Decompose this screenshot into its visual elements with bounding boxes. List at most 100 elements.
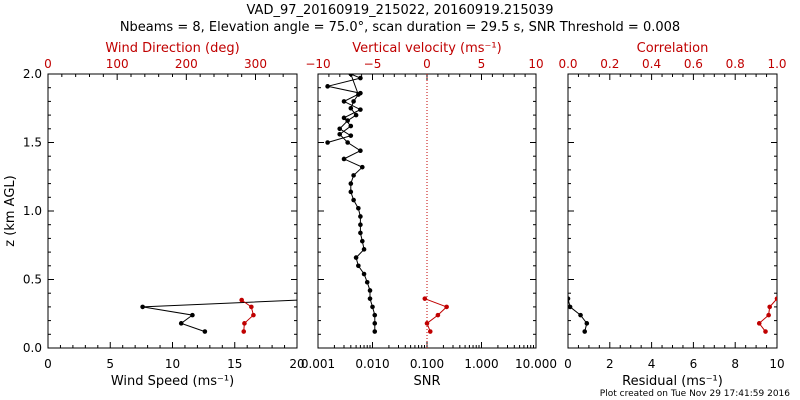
wind-top-xtick-label: 200: [175, 57, 198, 71]
wind-xlabel: Wind Speed (ms⁻¹): [111, 374, 234, 389]
snr-vertical-velocity-point: [444, 304, 449, 310]
title-line-1: VAD_97_20160919_215022, 20160919.215039: [247, 3, 554, 18]
snr-snr-point: [337, 126, 342, 132]
residual-correlation-point: [774, 296, 777, 301]
snr-snr-point: [348, 189, 354, 195]
wind-xtick-label: 5: [106, 357, 114, 371]
residual-xtick-label: 2: [606, 357, 614, 371]
snr-snr-point: [348, 123, 354, 129]
residual-residual-point: [578, 312, 583, 318]
residual-residual-point: [568, 296, 571, 301]
snr-xtick-label: 0.001: [301, 357, 335, 371]
snr-snr-point: [360, 164, 365, 170]
residual-top-xtick-label: 0.8: [726, 57, 745, 71]
snr-snr-point: [351, 197, 356, 203]
wind-xtick-label: 20: [289, 357, 304, 371]
snr-snr-point: [325, 84, 330, 89]
snr-snr-point: [356, 263, 361, 269]
snr-xtick-label: 0.100: [410, 357, 444, 371]
snr-snr-point: [361, 271, 367, 277]
residual-top-xtick-label: 0.0: [558, 57, 577, 71]
snr-snr-point: [341, 156, 347, 162]
residual-xtick-label: 0: [564, 357, 572, 371]
wind-wind-speed-point: [202, 329, 208, 334]
snr-xlabel: SNR: [413, 374, 440, 389]
residual-xtick-label: 8: [731, 357, 739, 371]
snr-snr-point: [356, 92, 361, 97]
residual-residual-point: [584, 321, 590, 326]
snr-frame: [317, 73, 537, 349]
snr-vertical-velocity-point: [424, 321, 430, 326]
residual-correlation-point: [756, 321, 762, 326]
residual-top-xtick-label: 0.4: [642, 57, 661, 71]
wind-top-xtick-label: 0: [44, 57, 52, 71]
snr-xtick-label: 10.000: [515, 357, 557, 371]
snr-snr-point: [358, 222, 363, 227]
snr-snr-point: [372, 329, 378, 334]
snr-top-xtick-label: −10: [305, 57, 330, 71]
snr-top-xtick-label: 0: [423, 57, 431, 71]
residual-xtick-label: 4: [648, 357, 656, 371]
residual-residual-point: [582, 329, 588, 334]
snr-snr-point: [325, 140, 330, 145]
snr-snr-point: [351, 173, 356, 178]
snr-snr-point: [348, 133, 354, 138]
wind-series-group: [140, 297, 297, 334]
snr-snr-point: [358, 148, 363, 154]
snr-snr-point: [360, 238, 365, 244]
snr-snr-point: [348, 105, 354, 111]
snr-snr-point: [358, 107, 363, 112]
wind-wind-direction-point: [242, 321, 247, 326]
snr-series-group: [325, 74, 449, 334]
z-tick-label: 1.5: [23, 136, 42, 150]
wind-xtick-label: 15: [227, 357, 242, 371]
snr-snr-point: [341, 115, 347, 121]
snr-snr-point: [337, 131, 342, 137]
snr-snr-point: [367, 288, 373, 293]
snr-snr-point: [356, 205, 361, 211]
residual-xtick-label: 10: [769, 357, 784, 371]
wind-wind-speed-line: [142, 299, 297, 333]
snr-snr-point: [348, 74, 354, 77]
z-tick-label: 2.0: [23, 67, 42, 81]
wind-top-xlabel: Wind Direction (deg): [105, 41, 239, 56]
residual-correlation-point: [763, 329, 768, 334]
snr-snr-point: [351, 99, 356, 104]
snr-top-xtick-label: −5: [364, 57, 382, 71]
snr-snr-point: [353, 255, 359, 260]
snr-snr-point: [358, 230, 363, 236]
snr-snr-point: [348, 181, 354, 186]
residual-top-xtick-label: 1.0: [767, 57, 786, 71]
title-line-2: Nbeams = 8, Elevation angle = 75.0°, sca…: [120, 20, 680, 35]
residual-frame: [567, 73, 778, 349]
snr-snr-point: [370, 304, 375, 310]
snr-top-xtick-label: 5: [478, 57, 486, 71]
wind-wind-direction-point: [239, 297, 244, 303]
snr-xtick-label: 1.000: [464, 357, 498, 371]
wind-wind-speed-point: [140, 304, 145, 310]
snr-snr-point: [345, 140, 350, 145]
wind-wind-speed-point: [190, 312, 195, 318]
residual-xtick-label: 6: [690, 357, 698, 371]
snr-snr-point: [361, 247, 367, 252]
snr-top-xlabel: Vertical velocity (ms⁻¹): [352, 41, 501, 56]
wind-wind-direction-point: [241, 329, 247, 334]
snr-vertical-velocity-point: [427, 329, 433, 334]
snr-snr-point: [367, 296, 373, 301]
snr-vertical-velocity-point: [422, 296, 428, 301]
residual-xlabel: Residual (ms⁻¹): [622, 374, 723, 389]
wind-frame: [47, 73, 298, 349]
wind-xtick-label: 10: [165, 357, 180, 371]
snr-snr-point: [345, 118, 350, 123]
residual-top-xlabel: Correlation: [637, 41, 709, 56]
z-axis-label: z (km AGL): [3, 175, 18, 246]
snr-vertical-velocity-point: [435, 312, 441, 318]
snr-snr-point: [358, 214, 363, 219]
snr-top-xtick-label: 10: [528, 57, 543, 71]
z-tick-label: 0.5: [23, 273, 42, 287]
z-tick-label: 0.0: [23, 341, 42, 355]
wind-top-xtick-label: 300: [244, 57, 267, 71]
residual-correlation-point: [766, 312, 771, 318]
